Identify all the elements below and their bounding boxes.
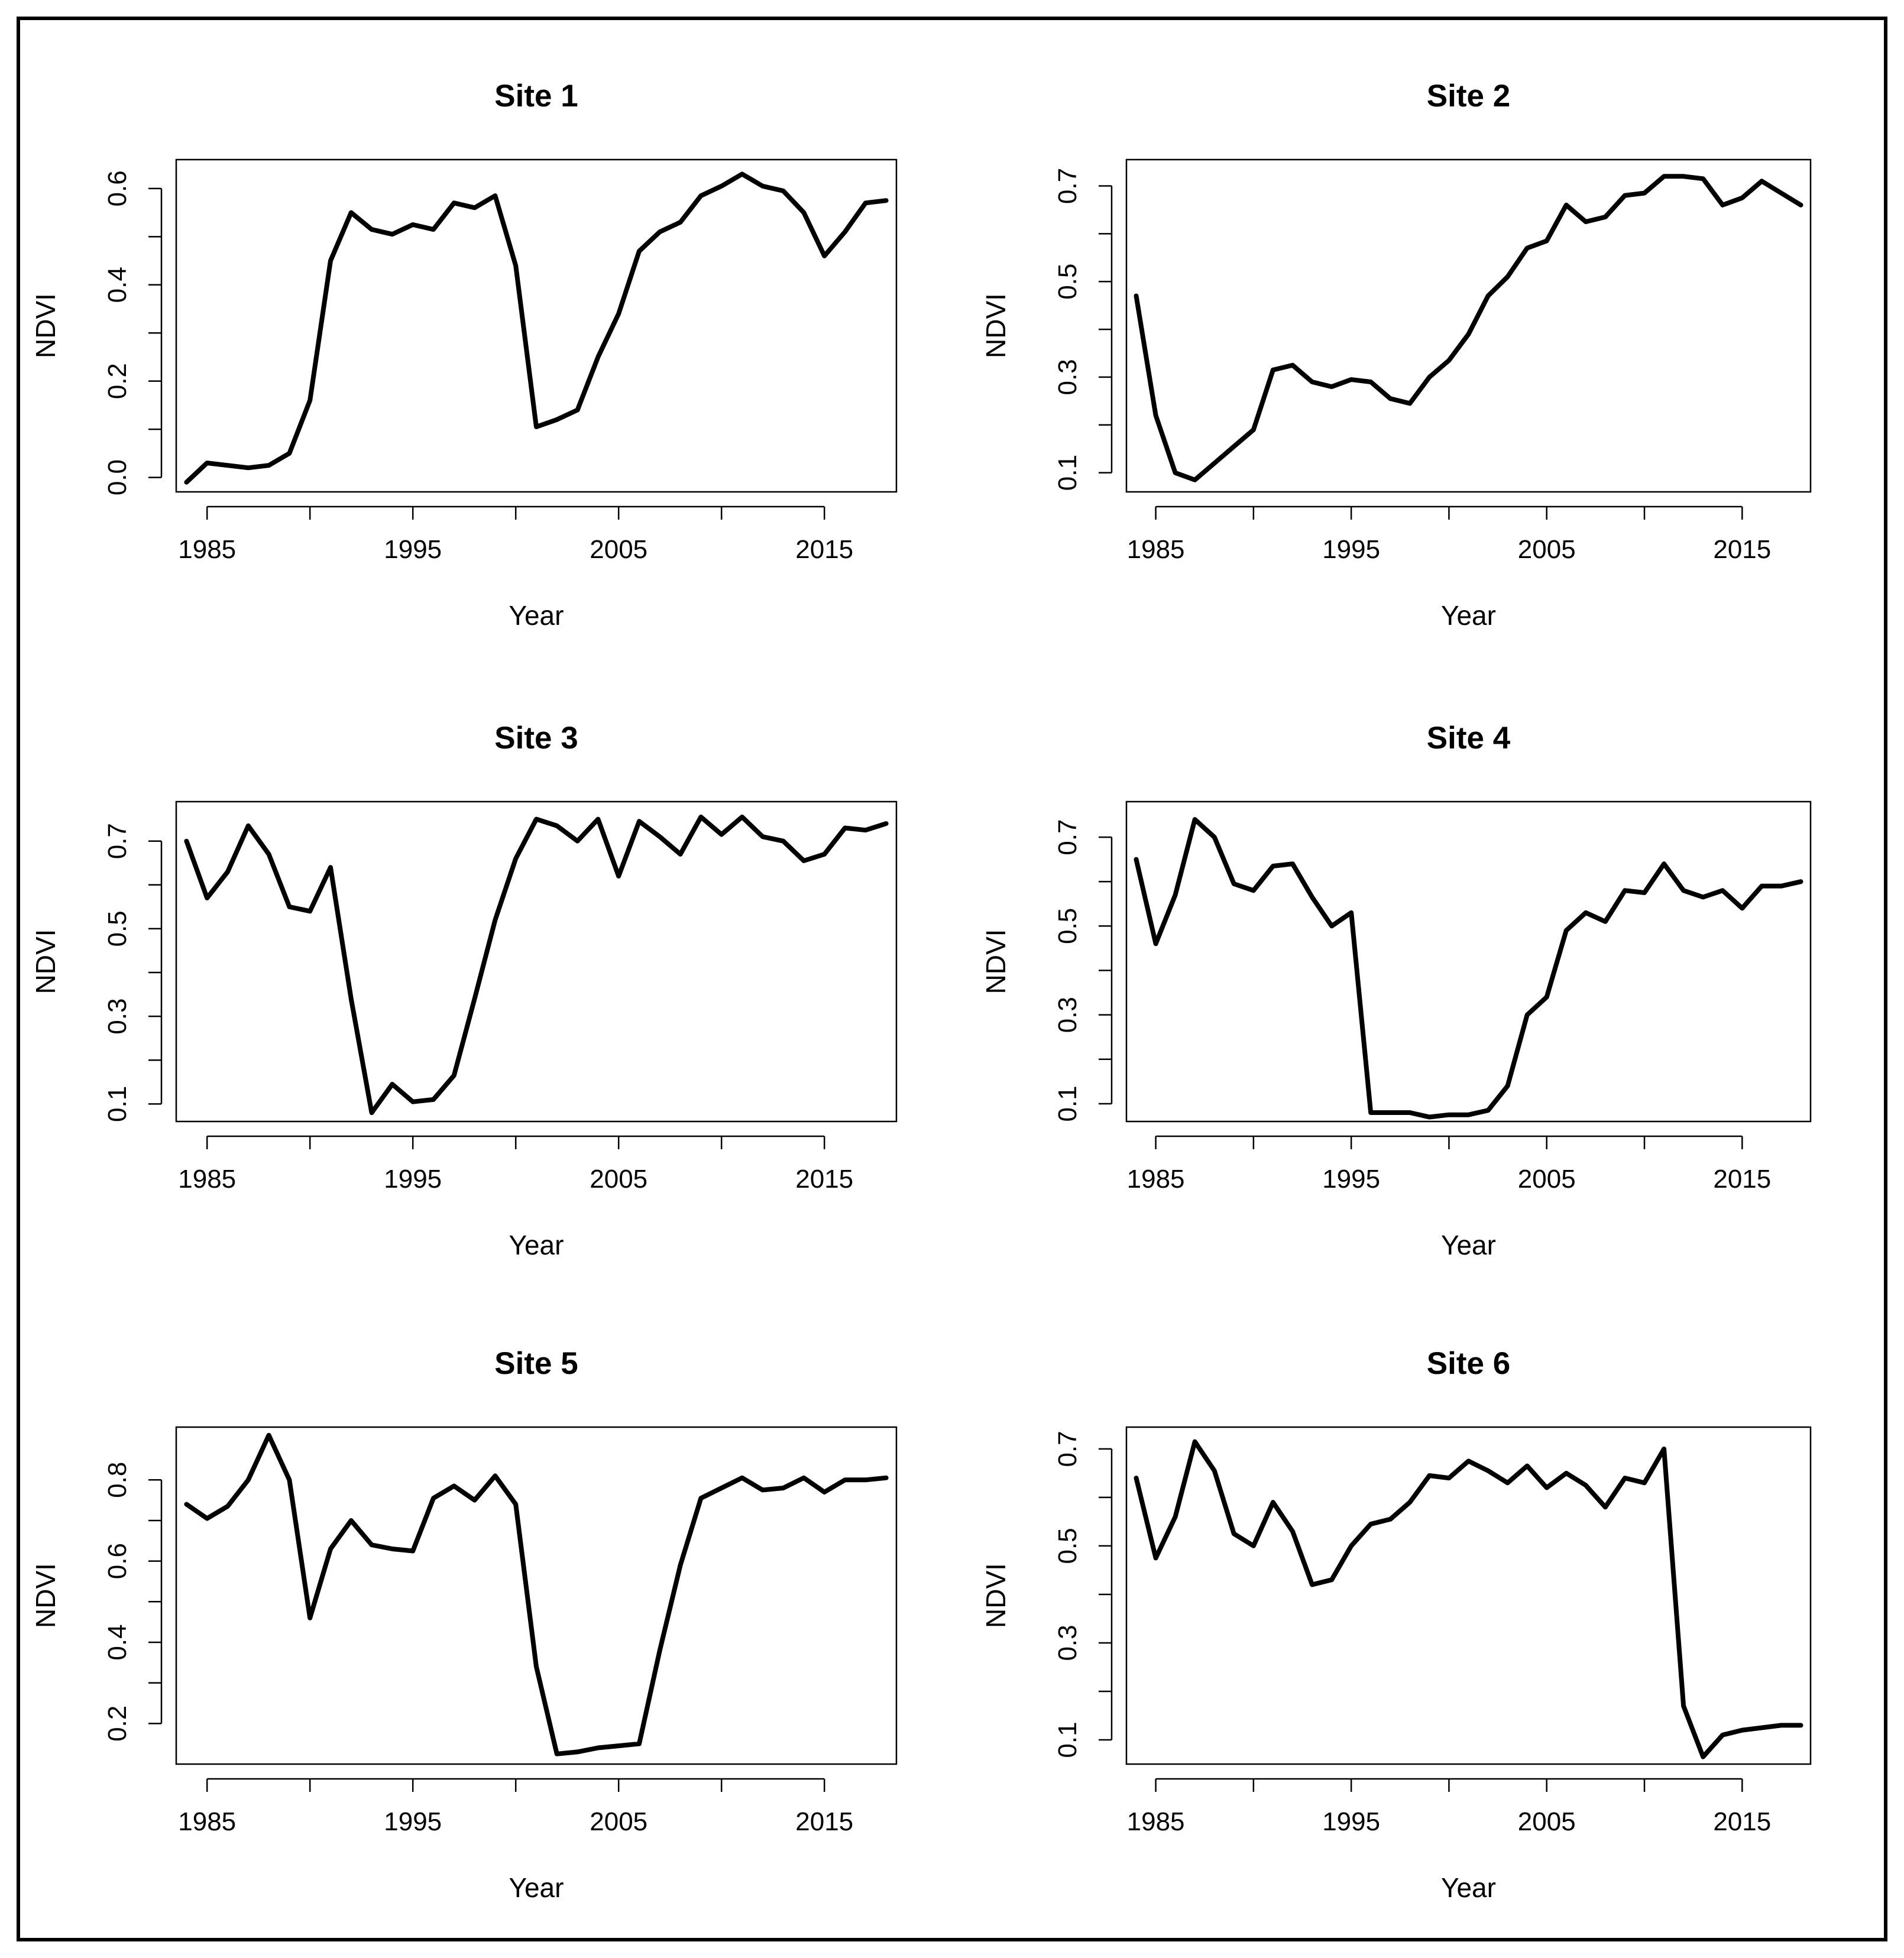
ndvi-series-line (1134, 174, 1803, 482)
y-tick-label: 0.3 (1053, 1625, 1082, 1661)
ndvi-series-line (184, 171, 889, 485)
y-axis-label: NDVI (30, 929, 61, 994)
panel-title: Site 5 (494, 1346, 578, 1381)
panel-title: Site 6 (1427, 1346, 1510, 1381)
panel-site-1: Site 1 1985 1995 2005 2015 Year 0.0 0.2 0.4 0.6 ND… (30, 79, 898, 631)
y-tick-label: 0.3 (103, 999, 132, 1035)
x-tick-label: 2015 (795, 1807, 853, 1836)
y-axis: 0.1 0.3 0.5 0.7 (1053, 1431, 1113, 1758)
x-tick-label: 2015 (1713, 1807, 1771, 1836)
y-tick-label: 0.3 (1053, 997, 1082, 1033)
x-axis: 1985 1995 2005 2015 (178, 1778, 853, 1836)
y-tick-label: 0.2 (103, 1706, 132, 1742)
x-axis: 1985 1995 2005 2015 (1127, 1778, 1771, 1836)
x-axis-label: Year (1441, 600, 1496, 631)
y-axis: 0.0 0.2 0.4 0.6 (103, 170, 163, 495)
x-tick-label: 1995 (384, 1165, 442, 1194)
y-axis: 0.1 0.3 0.5 0.7 (1053, 819, 1113, 1122)
x-tick-label: 1995 (1322, 1807, 1380, 1836)
x-tick-label: 2005 (590, 1807, 647, 1836)
y-tick-label: 0.7 (1053, 1431, 1082, 1467)
y-tick-label: 0.4 (103, 1624, 132, 1660)
x-tick-label: 2015 (1713, 1165, 1771, 1194)
x-tick-label: 1985 (178, 535, 236, 564)
y-axis-label: NDVI (30, 293, 61, 358)
y-tick-label: 0.1 (1053, 1085, 1082, 1121)
x-tick-label: 1995 (384, 1807, 442, 1836)
x-axis: 1985 1995 2005 2015 (178, 1135, 853, 1194)
x-tick-label: 2005 (590, 535, 647, 564)
x-tick-label: 2015 (795, 1165, 853, 1194)
y-axis: 0.1 0.3 0.5 0.7 (103, 823, 163, 1122)
plot-box (1125, 158, 1812, 493)
x-axis-label: Year (1441, 1230, 1496, 1260)
y-tick-label: 0.1 (1053, 455, 1082, 491)
ndvi-series-line (1134, 1439, 1803, 1759)
x-axis-label: Year (509, 1230, 564, 1260)
x-tick-label: 1985 (178, 1807, 236, 1836)
y-tick-label: 0.6 (103, 170, 132, 206)
x-tick-label: 1995 (384, 535, 442, 564)
x-tick-label: 2005 (1518, 535, 1576, 564)
plot-box (175, 1426, 898, 1765)
x-tick-label: 1995 (1322, 535, 1380, 564)
panel-site-4: Site 4 1985 1995 2005 2015 Year 0.1 0.3 0.5 0.7 ND… (980, 721, 1812, 1260)
y-tick-label: 0.5 (1053, 1528, 1082, 1564)
y-tick-label: 0.4 (103, 267, 132, 303)
y-tick-label: 0.7 (1053, 168, 1082, 204)
y-tick-label: 0.8 (103, 1462, 132, 1498)
plot-box (175, 158, 898, 493)
x-axis: 1985 1995 2005 2015 (1127, 505, 1771, 564)
plot-box (1125, 1426, 1812, 1765)
ndvi-series-line (184, 814, 889, 1116)
x-tick-label: 2005 (590, 1165, 647, 1194)
y-axis-label: NDVI (980, 293, 1011, 358)
panel-title: Site 3 (494, 721, 578, 756)
y-tick-label: 0.1 (103, 1086, 132, 1122)
panel-title: Site 1 (494, 79, 578, 114)
y-tick-label: 0.3 (1053, 359, 1082, 395)
panel-title: Site 2 (1427, 79, 1510, 114)
y-axis-label: NDVI (980, 929, 1011, 994)
y-tick-label: 0.5 (1053, 908, 1082, 944)
y-tick-label: 0.7 (1053, 819, 1082, 855)
y-tick-label: 0.1 (1053, 1722, 1082, 1758)
y-tick-label: 0.5 (103, 910, 132, 946)
y-axis: 0.1 0.3 0.5 0.7 (1053, 168, 1113, 491)
x-tick-label: 2005 (1518, 1807, 1576, 1836)
panel-site-2: Site 2 1985 1995 2005 2015 Year 0.1 0.3 0.5 0.7 ND… (980, 79, 1812, 631)
plot-box (175, 800, 898, 1123)
x-axis-label: Year (1441, 1872, 1496, 1903)
figure-frame (17, 17, 1887, 1941)
x-tick-label: 1985 (1127, 535, 1185, 564)
y-tick-label: 0.6 (103, 1543, 132, 1579)
y-tick-label: 0.2 (103, 363, 132, 399)
y-axis-label: NDVI (980, 1563, 1011, 1628)
x-tick-label: 2005 (1518, 1165, 1576, 1194)
y-tick-label: 0.5 (1053, 264, 1082, 300)
x-axis: 1985 1995 2005 2015 (178, 505, 853, 564)
panel-title: Site 4 (1427, 721, 1511, 756)
x-axis-label: Year (509, 1872, 564, 1903)
y-axis: 0.2 0.4 0.6 0.8 (103, 1462, 163, 1742)
x-tick-label: 1985 (1127, 1807, 1185, 1836)
x-axis-label: Year (509, 600, 564, 631)
y-axis-label: NDVI (30, 1563, 61, 1628)
y-tick-label: 0.7 (103, 823, 132, 859)
ndvi-series-line (184, 1432, 889, 1756)
x-tick-label: 2015 (795, 535, 853, 564)
x-tick-label: 1985 (178, 1165, 236, 1194)
panel-site-5: Site 5 1985 1995 2005 2015 Year 0.2 0.4 0.6 0.8 ND… (30, 1346, 898, 1903)
x-tick-label: 2015 (1713, 535, 1771, 564)
x-axis: 1985 1995 2005 2015 (1127, 1135, 1771, 1194)
x-tick-label: 1995 (1322, 1165, 1380, 1194)
plot-box (1125, 800, 1812, 1123)
y-tick-label: 0.0 (103, 459, 132, 495)
ndvi-series-line (1134, 817, 1803, 1120)
panel-site-6: Site 6 1985 1995 2005 2015 Year 0.1 0.3 0.5 0.7 ND… (980, 1346, 1812, 1903)
x-tick-label: 1985 (1127, 1165, 1185, 1194)
panel-site-3: Site 3 1985 1995 2005 2015 Year 0.1 0.3 0.5 0.7 ND… (30, 721, 898, 1260)
